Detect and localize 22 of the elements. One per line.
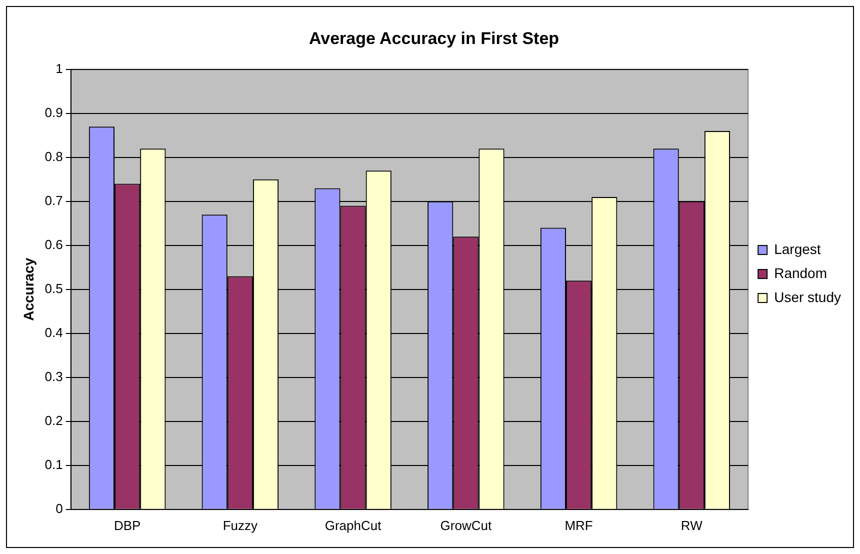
y-tick-label: 0.6	[44, 236, 63, 252]
x-tick-label: GraphCut	[324, 518, 382, 533]
x-tick-label: MRF	[564, 518, 593, 533]
y-tick-label: 0.1	[44, 456, 63, 472]
y-tick-label: 0.8	[44, 148, 63, 164]
y-axis-title: Accuracy	[20, 258, 36, 321]
legend-label: Largest	[774, 240, 821, 257]
y-tick-label: 1	[56, 60, 63, 76]
y-tick-label: 0.3	[44, 368, 63, 384]
y-tick-label: 0	[56, 500, 63, 516]
legend-label: Random	[774, 264, 828, 281]
x-tick-label: DBP	[114, 518, 141, 533]
y-tick-label: 0.9	[44, 104, 63, 120]
y-tick-label: 0.5	[44, 280, 63, 296]
legend-label: User study	[774, 288, 842, 305]
x-tick-label: RW	[680, 518, 704, 533]
x-tick-label: Fuzzy	[222, 518, 258, 533]
chart-title: Average Accuracy in First Step	[308, 28, 560, 48]
y-tick-label: 0.4	[44, 324, 63, 340]
y-tick-label: 0.2	[44, 412, 63, 428]
y-tick-label: 0.7	[44, 192, 63, 208]
x-tick-label: GrowCut	[440, 518, 492, 533]
